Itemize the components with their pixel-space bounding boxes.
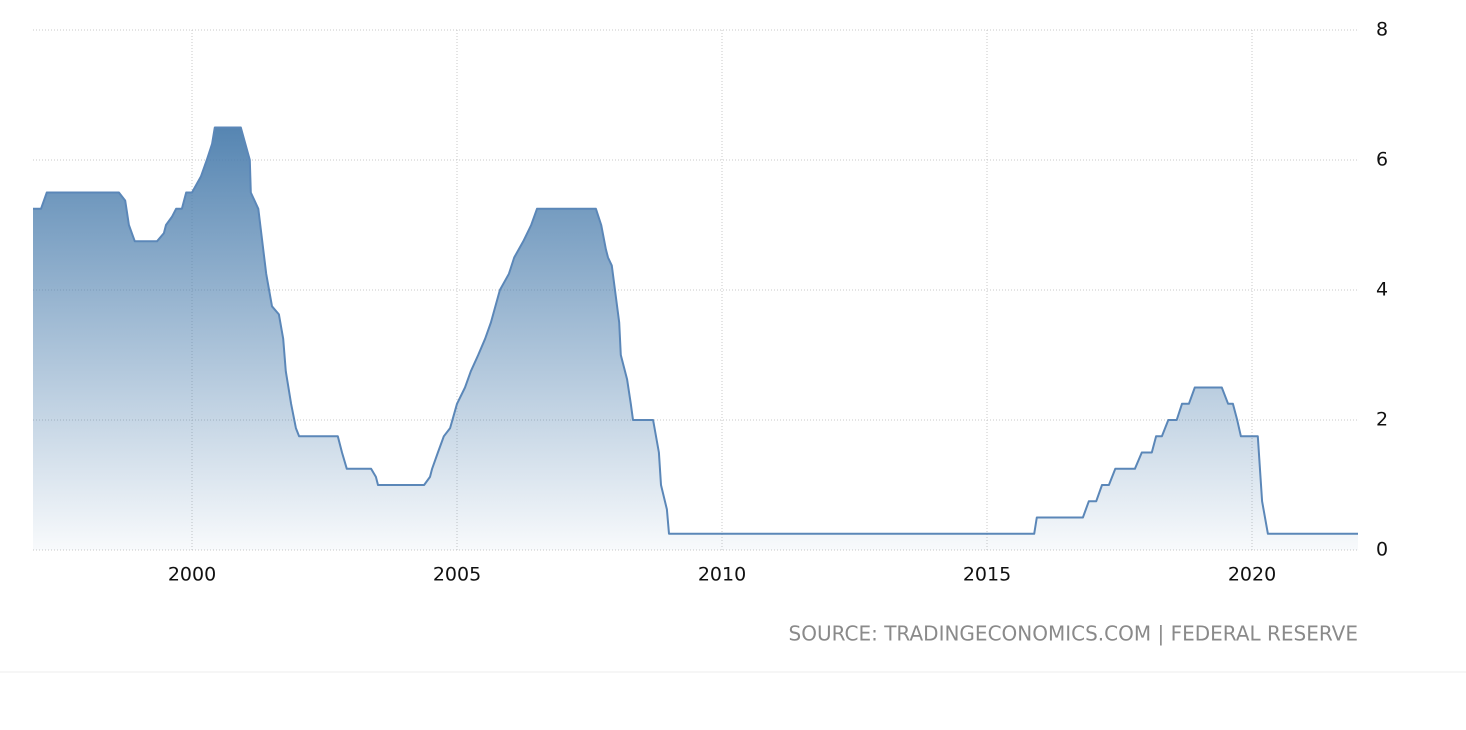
x-tick-label: 2020 — [1228, 564, 1276, 586]
y-tick-label: 0 — [1376, 539, 1388, 561]
x-tick-label: 2010 — [698, 564, 746, 586]
x-tick-label: 2005 — [433, 564, 481, 586]
y-tick-label: 8 — [1376, 19, 1388, 41]
y-tick-label: 6 — [1376, 149, 1388, 171]
y-tick-label: 2 — [1376, 409, 1388, 431]
line — [33, 126, 1358, 535]
x-tick-label: 2015 — [963, 564, 1011, 586]
source: SOURCE: TRADINGECONOMICS.COM | FEDERAL R… — [789, 622, 1358, 646]
area — [33, 127, 1358, 550]
y-tick-label: 4 — [1376, 279, 1388, 301]
x-tick-label: 2000 — [168, 564, 216, 586]
